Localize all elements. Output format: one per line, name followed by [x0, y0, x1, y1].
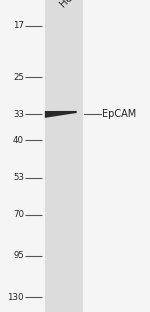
Text: 33: 33: [13, 110, 24, 119]
Bar: [45, 0, 82, 312]
Text: HepG2: HepG2: [58, 0, 89, 9]
Text: 25: 25: [13, 73, 24, 82]
Text: 17: 17: [13, 22, 24, 30]
Polygon shape: [45, 111, 77, 118]
Text: 70: 70: [13, 210, 24, 219]
Text: 130: 130: [8, 293, 24, 302]
Text: 53: 53: [13, 173, 24, 182]
Text: 40: 40: [13, 136, 24, 145]
Text: 95: 95: [13, 251, 24, 260]
Text: EpCAM: EpCAM: [102, 110, 136, 119]
